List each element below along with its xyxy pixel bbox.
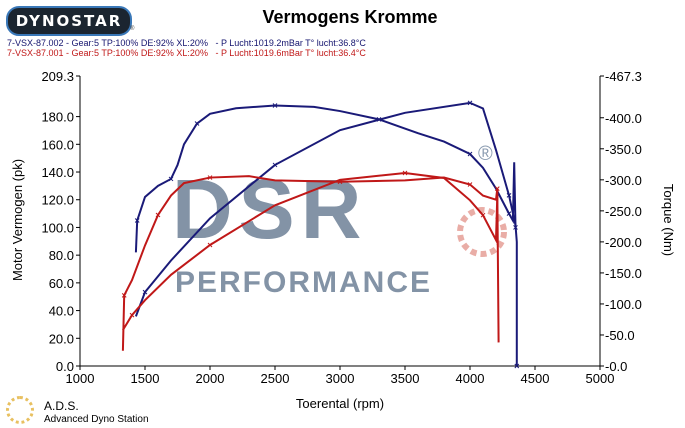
x-tick-label: 5000 <box>586 371 615 386</box>
data-point <box>134 218 140 223</box>
y-tick-label: 40.0 <box>49 304 74 319</box>
x-tick-label: 3500 <box>391 371 420 386</box>
watermark-gear-icon <box>457 207 507 257</box>
ads-full-label: Advanced Dyno Station <box>44 414 149 425</box>
ads-logo-icon <box>6 396 34 424</box>
y-tick-label: 20.0 <box>49 331 74 346</box>
chart-title: Vermogens Kromme <box>262 7 438 27</box>
data-point <box>155 212 161 218</box>
data-point <box>207 242 213 248</box>
y2-tick-label: -250.0 <box>605 204 642 219</box>
y2-tick-label: -400.0 <box>605 111 642 126</box>
y2-tick-label: -200.0 <box>605 235 642 250</box>
data-point <box>467 182 473 187</box>
dynostar-logo: DYNOSTAR <box>6 6 132 36</box>
y-tick-label: 140.0 <box>41 165 74 180</box>
x-tick-label: 4500 <box>521 371 550 386</box>
y-tick-label: 180.0 <box>41 110 74 125</box>
y2-tick-label: -300.0 <box>605 173 642 188</box>
ads-label: A.D.S. <box>44 399 79 413</box>
y-tick-label: 80.0 <box>49 248 74 263</box>
data-point <box>494 186 500 192</box>
y-axis-label: Motor Vermogen (pk) <box>10 159 25 281</box>
x-tick-label: 3000 <box>326 371 355 386</box>
run-legend-1: 7-VSX-87.002 - Gear:5 TP:100% DE:92% XL:… <box>7 38 366 48</box>
data-point <box>506 211 512 216</box>
x-tick-label: 2000 <box>196 371 225 386</box>
watermark-registered: ® <box>478 143 493 165</box>
y-tick-label: 209.3 <box>41 69 74 84</box>
data-point <box>506 192 512 198</box>
data-point <box>194 121 200 126</box>
y2-tick-label: -50.0 <box>605 328 635 343</box>
x-tick-label: 2500 <box>261 371 290 386</box>
x-axis-label: Toerental (rpm) <box>296 396 384 411</box>
data-point <box>272 103 278 108</box>
data-point <box>402 170 408 176</box>
y2-tick-label: -467.3 <box>605 69 642 84</box>
data-point <box>121 292 127 298</box>
data-point <box>467 100 473 106</box>
data-point <box>207 175 213 180</box>
y2-tick-label: -100.0 <box>605 297 642 312</box>
y-tick-label: 160.0 <box>41 137 74 152</box>
data-point <box>467 151 473 157</box>
data-point <box>142 289 148 295</box>
y-tick-label: 100.0 <box>41 220 74 235</box>
x-tick-label: 4000 <box>456 371 485 386</box>
watermark-performance: PERFORMANCE <box>175 266 432 299</box>
y-tick-label: 60.0 <box>49 276 74 291</box>
y-tick-label: 120.0 <box>41 193 74 208</box>
y2-axis-label: Torque (Nm) <box>661 184 676 256</box>
x-tick-label: 1500 <box>131 371 160 386</box>
series-line-2 <box>121 175 500 351</box>
data-point <box>168 176 174 182</box>
data-point <box>129 312 135 318</box>
series-line-0 <box>134 104 517 253</box>
watermark-dsr: DSR <box>172 162 367 256</box>
y-tick-label: 0.0 <box>56 359 74 374</box>
x-tick-label: 1000 <box>66 371 95 386</box>
data-point <box>480 212 486 218</box>
y2-tick-label: -0.0 <box>605 359 627 374</box>
data-point <box>514 363 520 369</box>
series-line-1 <box>134 101 518 366</box>
run-legend-2: 7-VSX-87.001 - Gear:5 TP:100% DE:92% XL:… <box>7 48 366 58</box>
y2-tick-label: -350.0 <box>605 142 642 157</box>
logo-registered: ® <box>130 26 135 32</box>
y2-tick-label: -150.0 <box>605 266 642 281</box>
data-point <box>272 162 278 168</box>
